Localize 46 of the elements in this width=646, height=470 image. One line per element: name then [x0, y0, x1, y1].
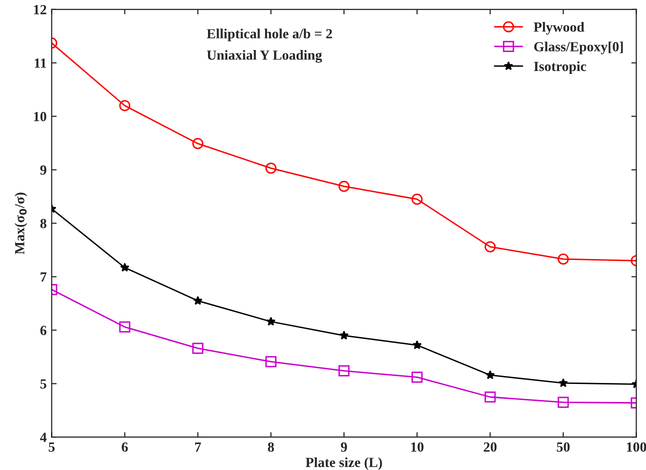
point: [119, 100, 130, 112]
point: [265, 162, 276, 174]
point: [120, 262, 130, 272]
x-tick-label: 10: [411, 442, 424, 452]
point: [485, 370, 495, 380]
x-tick-label: 20: [484, 442, 497, 452]
point: [412, 194, 423, 205]
legend-label: Glass/Epoxy[0]: [534, 42, 623, 54]
x-tick-label: 8: [268, 442, 274, 452]
point: [193, 296, 202, 305]
legend-label: Isotropic: [534, 61, 586, 74]
x-tick-label: 9: [340, 442, 347, 452]
y-tick-label: 9: [40, 165, 46, 175]
annotation: Uniaxial Y Loading: [206, 50, 322, 63]
y-tick-label: 8: [40, 218, 46, 228]
point: [192, 138, 204, 150]
y-tick-label: 11: [34, 58, 46, 68]
point: [484, 391, 496, 403]
x-tick-label: 5: [48, 442, 55, 452]
x-tick-label: 50: [556, 442, 570, 452]
y-tick-label: 5: [40, 379, 46, 389]
y-tick-label: 6: [40, 326, 46, 336]
y-tick-label: 12: [34, 5, 46, 14]
annotation: Elliptical hole a/b = 2: [206, 28, 332, 42]
legend-label: Plywood: [534, 22, 584, 35]
point: [339, 330, 349, 340]
y-tick-label: 7: [40, 272, 46, 282]
point: [558, 378, 568, 388]
point: [484, 241, 496, 252]
y-axis-title: Max(σ$_{0}$/σ): [14, 192, 28, 254]
y-tick-label: 4: [40, 432, 47, 442]
x-axis-title: Plate size (L): [306, 457, 382, 470]
point: [412, 340, 422, 350]
y-tick-label: 10: [34, 112, 46, 122]
x-tick-label: 100: [627, 442, 646, 452]
point: [265, 356, 276, 368]
point: [192, 342, 204, 354]
point: [338, 365, 350, 376]
point: [412, 372, 423, 383]
x-tick-label: 7: [195, 442, 201, 452]
point: [558, 396, 569, 408]
point: [266, 316, 276, 326]
point: [558, 254, 569, 265]
x-tick-label: 6: [122, 442, 128, 452]
point: [338, 180, 350, 192]
point: [119, 321, 130, 333]
